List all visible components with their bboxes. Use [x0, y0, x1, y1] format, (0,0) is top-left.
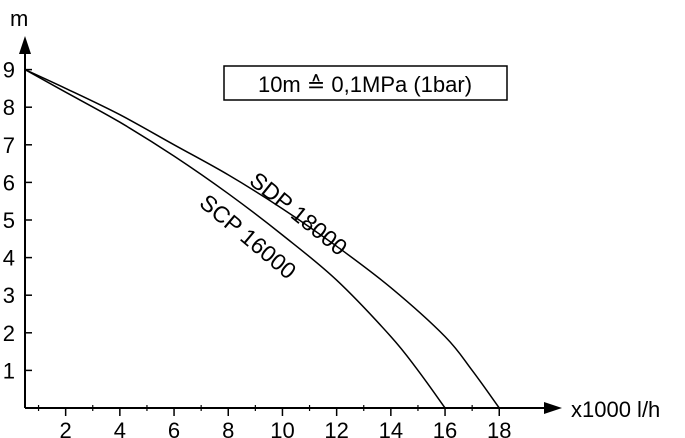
y-tick-label-2: 2	[3, 321, 15, 346]
y-tick-label-7: 7	[3, 133, 15, 158]
y-tick-label-4: 4	[3, 246, 15, 271]
annotation-box	[223, 65, 508, 101]
y-tick-label-5: 5	[3, 208, 15, 233]
x-tick-label-12: 12	[324, 418, 348, 438]
x-axis-arrow	[544, 402, 562, 414]
x-tick-label-8: 8	[222, 418, 234, 438]
ticks	[25, 68, 500, 416]
x-axis-unit: x1000 l/h	[571, 397, 660, 422]
y-tick-label-9: 9	[3, 58, 15, 83]
y-axis-unit: m	[10, 6, 28, 31]
y-tick-label-8: 8	[3, 95, 15, 120]
series-line-0	[24, 68, 500, 409]
y-tick-label-6: 6	[3, 170, 15, 195]
x-tick-label-16: 16	[433, 418, 457, 438]
y-axis-arrow	[19, 36, 31, 54]
x-tick-label-10: 10	[270, 418, 294, 438]
x-tick-label-4: 4	[114, 418, 126, 438]
annotation-text: 10m ≙ 0,1MPa (1bar)	[258, 72, 472, 97]
x-tick-label-18: 18	[487, 418, 511, 438]
x-tick-label-2: 2	[60, 418, 72, 438]
y-tick-label-1: 1	[3, 358, 15, 383]
x-tick-label-6: 6	[168, 418, 180, 438]
axes	[24, 52, 546, 409]
y-tick-label-3: 3	[3, 283, 15, 308]
curves	[24, 68, 500, 409]
series-line-1	[24, 68, 446, 409]
x-tick-label-14: 14	[379, 418, 403, 438]
